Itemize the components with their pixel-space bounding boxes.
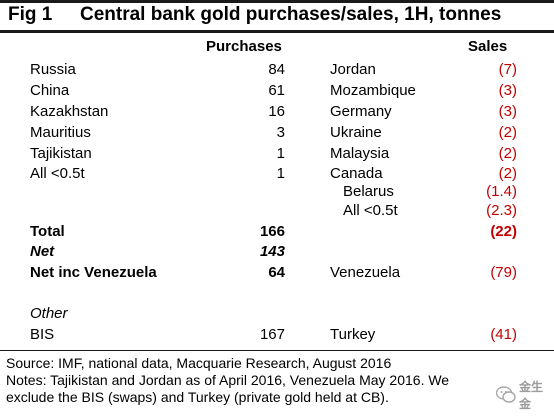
sale-country: Germany bbox=[330, 103, 392, 120]
purchase-value: 61 bbox=[268, 82, 285, 99]
total-value: 166 bbox=[259, 223, 285, 240]
notes-line-2: exclude the BIS (swaps) and Turkey (priv… bbox=[6, 389, 389, 405]
sale-value: (2) bbox=[498, 165, 517, 182]
purchase-value: 16 bbox=[268, 103, 285, 120]
sale-country: Ukraine bbox=[330, 124, 382, 141]
sale-country: All <0.5t bbox=[343, 202, 398, 219]
sale-value: (7) bbox=[498, 61, 517, 78]
other-heading: Other bbox=[30, 305, 68, 322]
notes-line-1: Notes: Tajikistan and Jordan as of April… bbox=[6, 372, 450, 388]
purchase-value: 1 bbox=[276, 165, 285, 182]
sale-value: (2) bbox=[498, 145, 517, 162]
figure-label: Fig 1 bbox=[8, 4, 53, 25]
total-label: Total bbox=[30, 223, 65, 240]
turkey-value: (41) bbox=[490, 326, 517, 343]
watermark-text: 金生金 bbox=[519, 380, 544, 411]
net-inc-venezuela-label: Net inc Venezuela bbox=[30, 264, 157, 281]
net-value: 143 bbox=[259, 243, 285, 260]
purchase-country: All <0.5t bbox=[30, 165, 85, 182]
total-sales-value: (22) bbox=[490, 223, 517, 240]
table-bottom-rule bbox=[0, 350, 554, 351]
sales-header: Sales bbox=[468, 38, 508, 55]
bis-label: BIS bbox=[30, 326, 55, 343]
sale-country: Malaysia bbox=[330, 145, 390, 162]
sale-value: (3) bbox=[498, 82, 517, 99]
sale-value: (3) bbox=[498, 103, 517, 120]
sale-country: Canada bbox=[330, 165, 383, 182]
venezuela-value: (79) bbox=[490, 264, 517, 281]
venezuela-label: Venezuela bbox=[330, 264, 401, 281]
sale-country: Mozambique bbox=[330, 82, 416, 99]
purchases-header: Purchases bbox=[206, 38, 282, 55]
wechat-logo-icon bbox=[496, 386, 516, 404]
purchase-value: 1 bbox=[276, 145, 285, 162]
purchase-country: Tajikistan bbox=[30, 145, 92, 162]
purchase-country: Mauritius bbox=[30, 124, 91, 141]
sale-value: (2.3) bbox=[486, 202, 517, 219]
source-note: Source: IMF, national data, Macquarie Re… bbox=[6, 355, 392, 371]
sale-country: Jordan bbox=[330, 61, 376, 78]
net-label: Net bbox=[30, 243, 55, 260]
purchase-country: Kazakhstan bbox=[30, 103, 109, 120]
purchase-country: China bbox=[30, 82, 70, 99]
figure-title: Central bank gold purchases/sales, 1H, t… bbox=[80, 4, 502, 25]
purchase-value: 3 bbox=[276, 124, 285, 141]
purchase-value: 84 bbox=[268, 61, 285, 78]
watermark: 金生金 bbox=[496, 378, 548, 412]
purchase-country: Russia bbox=[30, 61, 76, 78]
turkey-label: Turkey bbox=[330, 326, 376, 343]
net-inc-venezuela-value: 64 bbox=[268, 264, 285, 281]
sale-country: Belarus bbox=[343, 183, 394, 200]
sale-value: (1.4) bbox=[486, 183, 517, 200]
bis-value: 167 bbox=[259, 326, 285, 343]
figure-header bbox=[0, 0, 554, 33]
sale-value: (2) bbox=[498, 124, 517, 141]
